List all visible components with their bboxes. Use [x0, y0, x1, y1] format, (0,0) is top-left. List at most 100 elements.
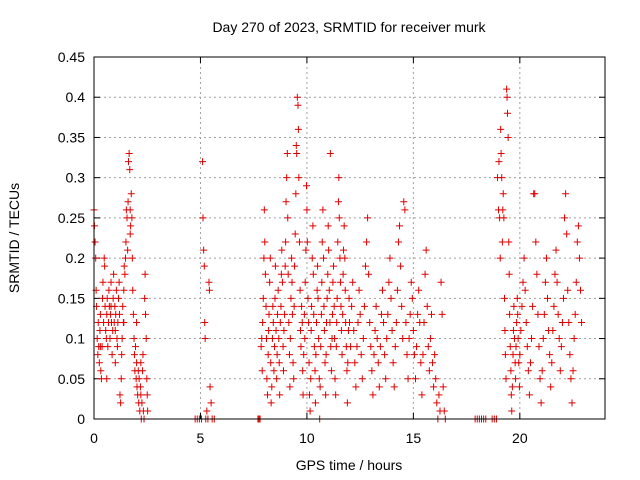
data-point	[101, 262, 109, 270]
data-point	[199, 158, 207, 166]
data-point	[317, 310, 325, 318]
data-point	[339, 310, 347, 318]
data-point	[392, 318, 400, 326]
data-point	[542, 254, 550, 262]
data-point	[118, 335, 126, 343]
data-point	[205, 278, 213, 286]
grid-lines	[94, 57, 605, 419]
data-point	[262, 302, 270, 310]
data-point	[571, 310, 579, 318]
data-point	[330, 262, 338, 270]
x-axis-ticks: 0 5 10 15 20	[90, 57, 528, 446]
data-point	[540, 310, 548, 318]
data-point	[268, 383, 276, 391]
data-point	[399, 335, 407, 343]
data-point	[207, 399, 215, 407]
data-point	[264, 351, 272, 359]
data-point	[201, 318, 209, 326]
data-point	[275, 335, 283, 343]
data-point	[138, 399, 146, 407]
data-point	[499, 206, 507, 214]
data-point	[260, 254, 268, 262]
data-point	[372, 302, 380, 310]
data-point	[118, 351, 126, 359]
data-point	[512, 375, 520, 383]
data-point	[529, 302, 537, 310]
data-point	[519, 278, 527, 286]
data-point	[437, 278, 445, 286]
data-point	[430, 383, 438, 391]
data-point	[126, 206, 134, 214]
data-point	[347, 343, 355, 351]
data-point	[94, 351, 102, 359]
data-point	[274, 286, 282, 294]
data-point	[128, 214, 136, 222]
data-point	[121, 270, 129, 278]
data-point	[297, 327, 305, 335]
data-point	[264, 391, 272, 399]
data-point	[562, 190, 570, 198]
data-point	[277, 302, 285, 310]
data-point	[376, 343, 384, 351]
data-point	[331, 335, 339, 343]
data-point	[498, 238, 506, 246]
data-point	[294, 101, 302, 109]
data-point	[351, 359, 359, 367]
data-point	[275, 359, 283, 367]
data-point	[431, 351, 439, 359]
data-point	[363, 238, 371, 246]
data-point	[292, 190, 300, 198]
data-point	[285, 351, 293, 359]
data-point	[320, 302, 328, 310]
data-point	[136, 383, 144, 391]
data-point	[111, 359, 119, 367]
data-point	[93, 335, 101, 343]
data-point	[300, 310, 308, 318]
data-point	[341, 286, 349, 294]
data-point	[271, 294, 279, 302]
data-point	[556, 367, 564, 375]
data-point	[561, 214, 569, 222]
data-point	[358, 375, 366, 383]
data-point	[258, 367, 266, 375]
data-point	[388, 327, 396, 335]
data-point	[514, 310, 522, 318]
data-point	[549, 327, 557, 335]
data-point	[97, 367, 105, 375]
data-point	[288, 310, 296, 318]
data-point	[523, 343, 531, 351]
data-point	[435, 391, 443, 399]
data-point	[277, 270, 285, 278]
data-point	[305, 359, 313, 367]
data-point	[537, 399, 545, 407]
data-point	[126, 230, 134, 238]
data-point	[302, 182, 310, 190]
data-point	[302, 246, 310, 254]
data-point	[339, 270, 347, 278]
data-point	[322, 351, 330, 359]
data-point	[292, 141, 300, 149]
data-point	[307, 327, 315, 335]
data-point	[326, 318, 334, 326]
data-point	[304, 294, 312, 302]
data-point	[293, 150, 301, 158]
data-point	[541, 278, 549, 286]
data-point	[112, 286, 120, 294]
data-point	[578, 318, 586, 326]
data-point	[111, 327, 119, 335]
data-point	[203, 407, 211, 415]
data-point	[440, 407, 448, 415]
data-point	[563, 230, 571, 238]
data-point	[536, 375, 544, 383]
data-point	[516, 351, 524, 359]
data-point	[127, 190, 135, 198]
data-point	[341, 254, 349, 262]
data-point	[557, 343, 565, 351]
data-point	[291, 230, 299, 238]
y-tick-label: 0.25	[58, 210, 85, 226]
data-point	[100, 254, 108, 262]
data-point	[206, 383, 214, 391]
data-point	[141, 270, 149, 278]
x-tick-label: 15	[406, 430, 422, 446]
data-point	[106, 335, 114, 343]
